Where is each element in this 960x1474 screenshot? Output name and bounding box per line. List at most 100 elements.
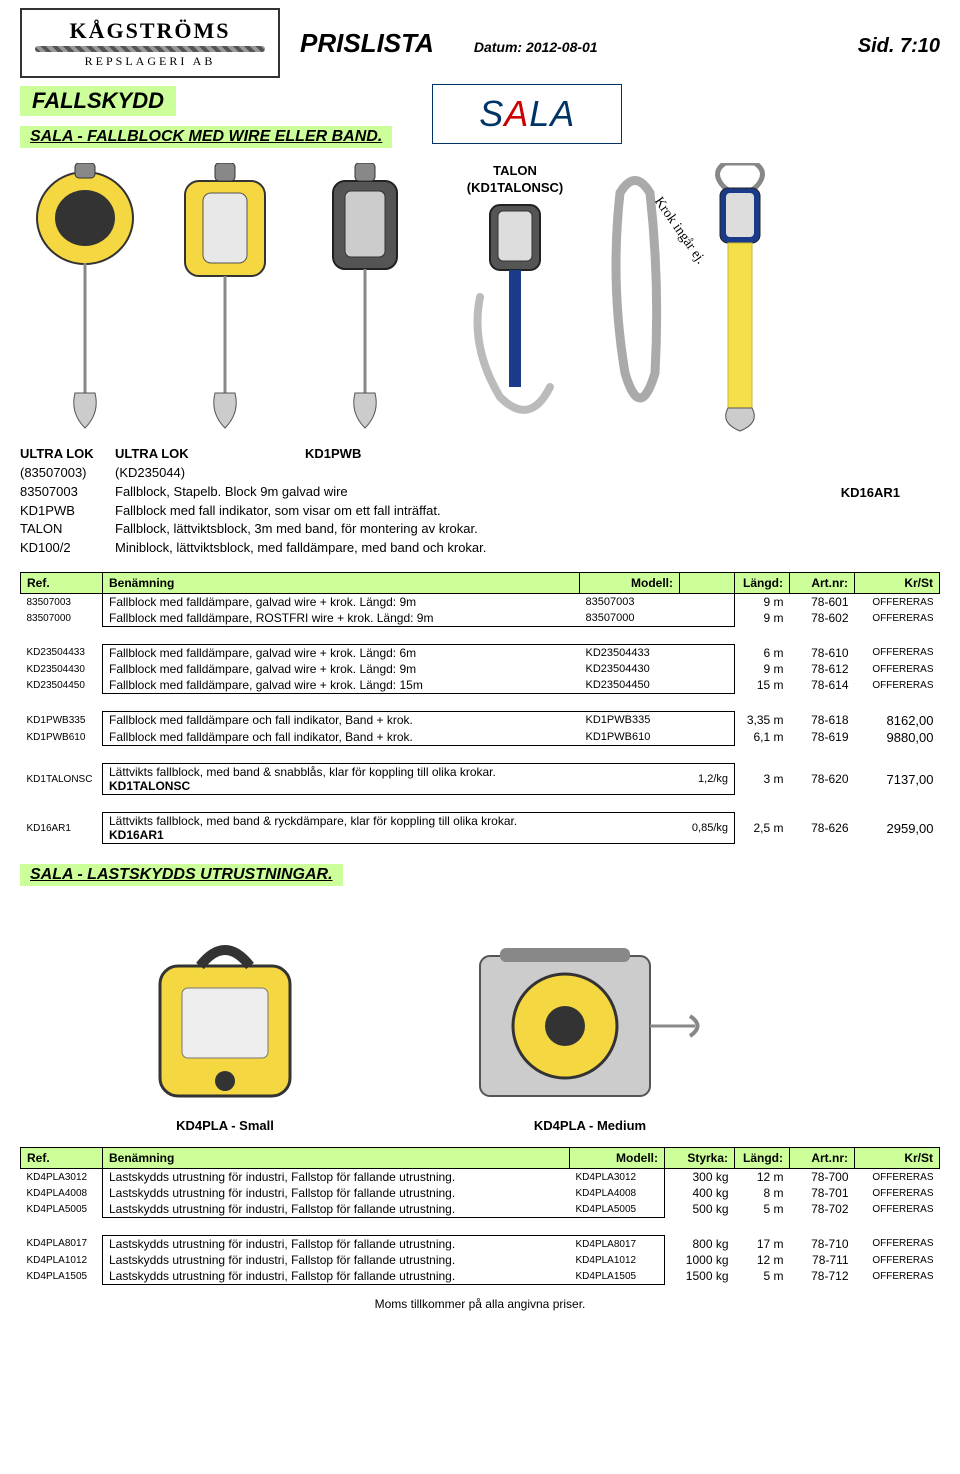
th2-styrka: Styrka: xyxy=(665,1148,735,1169)
cell-art: 78-700 xyxy=(790,1169,855,1186)
table-row: 83507000Fallblock med falldämpare, ROSTF… xyxy=(21,610,940,627)
cell-desc: Fallblock med falldämpare, ROSTFRI wire … xyxy=(103,610,580,627)
cell-model: KD4PLA4008 xyxy=(570,1185,665,1201)
cell-price: OFFERERAS xyxy=(855,645,940,662)
cell-art: 78-712 xyxy=(790,1268,855,1285)
cell-ref: KD4PLA5005 xyxy=(21,1201,103,1218)
th-modell: Modell: xyxy=(580,573,680,594)
product-images-row: TALON (KD1TALONSC) xyxy=(20,163,940,443)
table-row: KD4PLA1012Lastskydds utrustning för indu… xyxy=(21,1252,940,1268)
cell-model: KD1PWB335 xyxy=(580,712,680,729)
cell-model: KD4PLA5005 xyxy=(570,1201,665,1218)
caption-medium: KD4PLA - Medium xyxy=(470,1118,710,1133)
th2-ben: Benämning xyxy=(103,1148,570,1169)
table-row: KD23504430Fallblock med falldämpare, gal… xyxy=(21,661,940,677)
cell-price: OFFERERAS xyxy=(855,1185,940,1201)
cell-model: KD4PLA1012 xyxy=(570,1252,665,1268)
table-fallblock: Ref. Benämning Modell: Längd: Art.nr: Kr… xyxy=(20,572,940,844)
cell-desc: Lättvikts fallblock, med band & snabblås… xyxy=(103,764,580,795)
cell-price: 7137,00 xyxy=(855,764,940,795)
cell-model: KD4PLA8017 xyxy=(570,1236,665,1253)
intro-code: KD100/2 xyxy=(20,539,115,558)
cell-price: OFFERERAS xyxy=(855,1169,940,1186)
cell-art: 78-710 xyxy=(790,1236,855,1253)
cell-price: 9880,00 xyxy=(855,729,940,746)
cell-model: KD4PLA3012 xyxy=(570,1169,665,1186)
cell-len: 15 m xyxy=(735,677,790,694)
th2-ref: Ref. xyxy=(21,1148,103,1169)
table-row: KD23504450Fallblock med falldämpare, gal… xyxy=(21,677,940,694)
intro-text: Fallblock, lättviktsblock, 3m med band, … xyxy=(115,520,940,539)
cell-styrka: 500 kg xyxy=(665,1201,735,1218)
table-row: KD4PLA4008Lastskydds utrustning för indu… xyxy=(21,1185,940,1201)
product-image-kd4pla-medium: KD4PLA - Medium xyxy=(470,906,710,1133)
cell-art: 78-612 xyxy=(790,661,855,677)
cell-art: 78-620 xyxy=(790,764,855,795)
cell-desc: Lastskydds utrustning för industri, Fall… xyxy=(103,1268,570,1285)
product-image-kd16ar1 xyxy=(690,163,800,433)
cell-art: 78-619 xyxy=(790,729,855,746)
cell-model: 83507000 xyxy=(580,610,680,627)
table-row: KD1TALONSCLättvikts fallblock, med band … xyxy=(21,764,940,795)
cell-ref: KD4PLA3012 xyxy=(21,1169,103,1186)
cell-ref: KD4PLA4008 xyxy=(21,1185,103,1201)
intro-text: Fallblock med fall indikator, som visar … xyxy=(115,502,940,521)
prislista-title: PRISLISTA xyxy=(300,28,434,59)
cell-len: 12 m xyxy=(735,1252,790,1268)
cell-ref: KD1PWB610 xyxy=(21,729,103,746)
cell-wt xyxy=(680,645,735,662)
cell-art: 78-701 xyxy=(790,1185,855,1201)
sid-value: 7:10 xyxy=(900,35,940,57)
table-row: KD23504433Fallblock med falldämpare, gal… xyxy=(21,645,940,662)
logo-top: KÅGSTRÖMS xyxy=(69,18,230,44)
table-row: KD4PLA3012Lastskydds utrustning för indu… xyxy=(21,1169,940,1186)
cell-wt xyxy=(680,729,735,746)
cell-desc: Fallblock med falldämpare, galvad wire +… xyxy=(103,594,580,611)
sid-label: Sid. xyxy=(858,35,895,57)
cell-model: 83507003 xyxy=(580,594,680,611)
cell-len: 6,1 m xyxy=(735,729,790,746)
cell-len: 3,35 m xyxy=(735,712,790,729)
datum-value: 2012-08-01 xyxy=(526,39,598,55)
cell-wt xyxy=(680,661,735,677)
logo-bottom: REPSLAGERI AB xyxy=(85,54,216,69)
product-image-ultralok1 xyxy=(20,163,150,443)
company-logo: KÅGSTRÖMS REPSLAGERI AB xyxy=(20,8,280,78)
cell-price: OFFERERAS xyxy=(855,661,940,677)
th-wt xyxy=(680,573,735,594)
cell-price: OFFERERAS xyxy=(855,594,940,611)
table-row: KD16AR1Lättvikts fallblock, med band & r… xyxy=(21,813,940,844)
table-row: KD4PLA8017Lastskydds utrustning för indu… xyxy=(21,1236,940,1253)
sala-logo: SALA xyxy=(432,84,622,144)
th2-kr: Kr/St xyxy=(855,1148,940,1169)
cell-desc: Lastskydds utrustning för industri, Fall… xyxy=(103,1201,570,1218)
caption-small: KD4PLA - Small xyxy=(140,1118,310,1133)
intro-kd1pwb: KD1PWB xyxy=(305,445,405,464)
cell-ref: KD23504450 xyxy=(21,677,103,694)
cell-art: 78-702 xyxy=(790,1201,855,1218)
product-image-kd1pwb xyxy=(300,163,430,443)
cell-model: KD23504450 xyxy=(580,677,680,694)
cell-len: 5 m xyxy=(735,1201,790,1218)
rope-icon xyxy=(35,46,265,52)
cell-model xyxy=(580,813,680,844)
cell-price: OFFERERAS xyxy=(855,1236,940,1253)
cell-len: 9 m xyxy=(735,594,790,611)
intro-ultralok2: ULTRA LOK xyxy=(115,445,305,464)
cell-len: 12 m xyxy=(735,1169,790,1186)
cell-len: 9 m xyxy=(735,661,790,677)
th-langd: Längd: xyxy=(735,573,790,594)
cell-art: 78-610 xyxy=(790,645,855,662)
th-ref: Ref. xyxy=(21,573,103,594)
cell-price: OFFERERAS xyxy=(855,610,940,627)
cell-wt xyxy=(680,712,735,729)
cell-wt xyxy=(680,610,735,627)
talon-label-1: TALON xyxy=(440,163,590,180)
cell-ref: KD4PLA1012 xyxy=(21,1252,103,1268)
cell-art: 78-601 xyxy=(790,594,855,611)
cell-model xyxy=(580,764,680,795)
th2-art: Art.nr: xyxy=(790,1148,855,1169)
th2-langd: Längd: xyxy=(735,1148,790,1169)
cell-wt: 1,2/kg xyxy=(680,764,735,795)
cell-price: OFFERERAS xyxy=(855,1252,940,1268)
